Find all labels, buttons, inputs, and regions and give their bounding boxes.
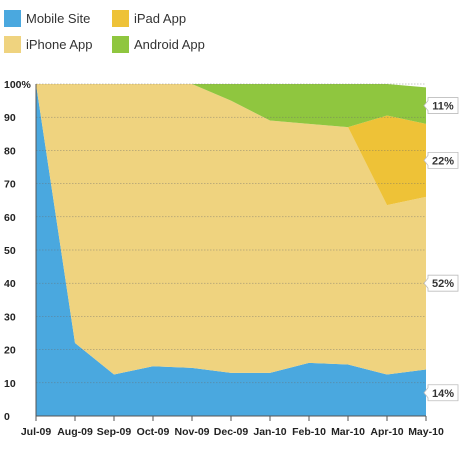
x-tick-label: Aug-09 [57, 426, 93, 438]
x-tick-label: Nov-09 [174, 426, 209, 438]
end-label-box [423, 151, 459, 169]
y-tick-label: 20 [4, 345, 16, 357]
end-label-box [423, 274, 459, 292]
y-tick-label: 70 [4, 179, 16, 191]
x-tick-label: Dec-09 [214, 426, 249, 438]
x-tick-label: Feb-10 [292, 426, 326, 438]
end-label-iphone-app: 52% [423, 274, 459, 292]
legend-swatch-ipad-app [112, 10, 129, 27]
y-tick-label: 10 [4, 378, 16, 390]
end-label-mobile-site: 14% [423, 384, 459, 402]
y-tick-label: 30 [4, 311, 16, 323]
x-tick-label: Apr-10 [370, 426, 403, 438]
end-label-text: 14% [432, 388, 454, 400]
y-tick-label: 80 [4, 145, 16, 157]
end-label-android-app: 11% [423, 97, 459, 114]
x-tick-label: Mar-10 [331, 426, 365, 438]
y-tick-label: 40 [4, 278, 16, 290]
legend: Mobile Site iPad App iPhone App Android App [4, 10, 205, 53]
y-tick-label: 50 [4, 245, 16, 257]
legend-swatch-iphone-app [4, 36, 21, 53]
grid-lines [36, 83, 426, 384]
end-label-box [423, 97, 459, 114]
end-label-text: 22% [432, 155, 454, 167]
legend-label-iphone-app: iPhone App [26, 37, 93, 52]
y-tick-label: 0 [4, 411, 10, 423]
legend-label-android-app: Android App [134, 37, 205, 52]
axes: 0 10 20 30 40 50 60 70 80 90 100% Jul-09 Aug-09 Sep-0… [4, 79, 444, 438]
area-ipad-app [36, 84, 426, 206]
legend-label-mobile-site: Mobile Site [26, 11, 90, 26]
x-tick-label: Sep-09 [97, 426, 132, 438]
end-label-box [423, 384, 459, 402]
end-labels: 11% 22% 52% 14% [423, 97, 459, 402]
x-tick-label: Jul-09 [21, 426, 52, 438]
end-label-ipad-app: 22% [423, 151, 459, 169]
end-label-text: 11% [432, 101, 454, 113]
y-tick-label: 60 [4, 212, 16, 224]
y-tick-label: 90 [4, 112, 16, 124]
area-iphone-app [36, 84, 426, 375]
y-tick-label: 100% [4, 79, 32, 91]
x-tick-label: Oct-09 [137, 426, 170, 438]
end-label-text: 52% [432, 278, 454, 290]
x-tick-label: Jan-10 [253, 426, 286, 438]
legend-swatch-mobile-site [4, 10, 21, 27]
area-android-app [36, 84, 426, 128]
legend-label-ipad-app: iPad App [134, 11, 186, 26]
legend-swatch-android-app [112, 36, 129, 53]
x-tick-label: May-10 [408, 426, 444, 438]
